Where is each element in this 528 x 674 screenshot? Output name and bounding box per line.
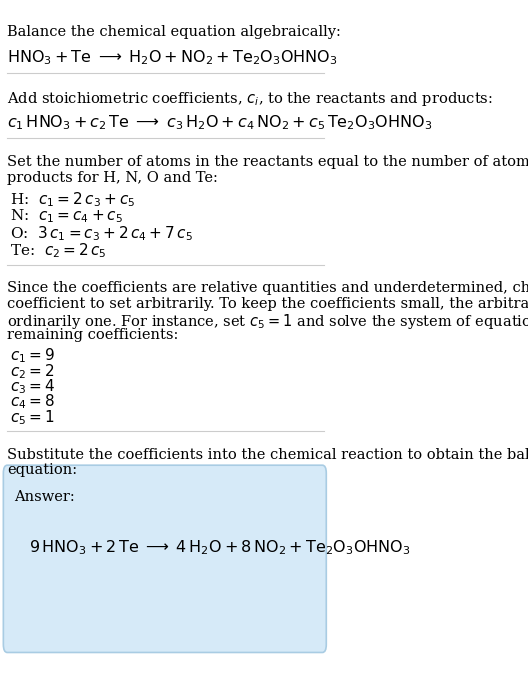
Text: $c_5 = 1$: $c_5 = 1$	[10, 408, 55, 427]
Text: $\mathrm{HNO_3 + Te \;\longrightarrow\; H_2O + NO_2 + Te_2O_3OHNO_3}$: $\mathrm{HNO_3 + Te \;\longrightarrow\; …	[7, 49, 338, 67]
Text: Te:  $c_2 = 2\,c_5$: Te: $c_2 = 2\,c_5$	[10, 241, 107, 259]
Text: $c_4 = 8$: $c_4 = 8$	[10, 393, 55, 411]
Text: $9\,\mathrm{HNO_3} + 2\,\mathrm{Te} \;\longrightarrow\; 4\,\mathrm{H_2O} + 8\,\m: $9\,\mathrm{HNO_3} + 2\,\mathrm{Te} \;\l…	[29, 539, 411, 557]
Text: Substitute the coefficients into the chemical reaction to obtain the balanced: Substitute the coefficients into the che…	[7, 448, 528, 462]
Text: H:  $c_1 = 2\,c_3 + c_5$: H: $c_1 = 2\,c_3 + c_5$	[10, 191, 135, 210]
Text: coefficient to set arbitrarily. To keep the coefficients small, the arbitrary va: coefficient to set arbitrarily. To keep …	[7, 297, 528, 311]
Text: Since the coefficients are relative quantities and underdetermined, choose a: Since the coefficients are relative quan…	[7, 281, 528, 295]
Text: Set the number of atoms in the reactants equal to the number of atoms in the: Set the number of atoms in the reactants…	[7, 155, 528, 169]
Text: $c_1\,\mathrm{HNO_3} + c_2\,\mathrm{Te} \;\longrightarrow\; c_3\,\mathrm{H_2O} +: $c_1\,\mathrm{HNO_3} + c_2\,\mathrm{Te} …	[7, 113, 432, 132]
Text: N:  $c_1 = c_4 + c_5$: N: $c_1 = c_4 + c_5$	[10, 208, 123, 225]
Text: $c_2 = 2$: $c_2 = 2$	[10, 362, 55, 381]
FancyBboxPatch shape	[3, 465, 326, 652]
Text: ordinarily one. For instance, set $c_5 = 1$ and solve the system of equations fo: ordinarily one. For instance, set $c_5 =…	[7, 312, 528, 331]
Text: remaining coefficients:: remaining coefficients:	[7, 328, 178, 342]
Text: equation:: equation:	[7, 463, 78, 477]
Text: O:  $3\,c_1 = c_3 + 2\,c_4 + 7\,c_5$: O: $3\,c_1 = c_3 + 2\,c_4 + 7\,c_5$	[10, 224, 193, 243]
Text: $c_3 = 4$: $c_3 = 4$	[10, 377, 55, 396]
Text: products for H, N, O and Te:: products for H, N, O and Te:	[7, 171, 218, 185]
Text: $c_1 = 9$: $c_1 = 9$	[10, 346, 55, 365]
Text: Add stoichiometric coefficients, $c_i$, to the reactants and products:: Add stoichiometric coefficients, $c_i$, …	[7, 90, 493, 108]
Text: Balance the chemical equation algebraically:: Balance the chemical equation algebraica…	[7, 25, 341, 39]
Text: Answer:: Answer:	[14, 490, 76, 504]
